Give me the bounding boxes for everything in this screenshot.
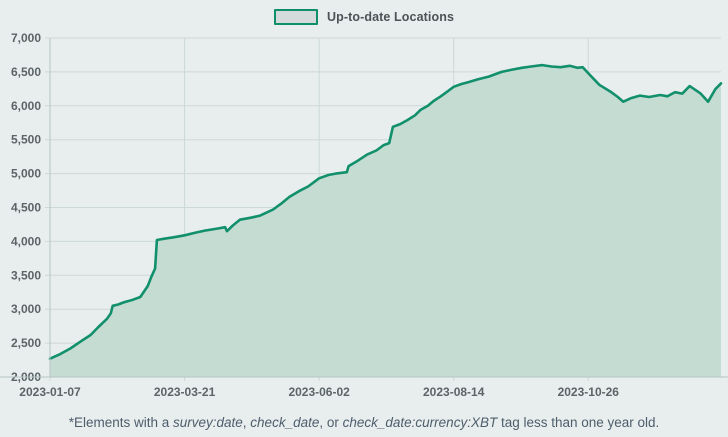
footnote-segment: , (242, 415, 251, 430)
area-chart: 2,0002,5003,0003,5004,0004,5005,0005,500… (0, 31, 728, 399)
chart-legend[interactable]: Up-to-date Locations (0, 9, 728, 25)
chart-footnote: *Elements with a survey:date, check_date… (0, 415, 728, 430)
x-tick-label: 2023-03-21 (154, 385, 216, 399)
y-tick-label: 7,000 (11, 31, 41, 45)
footnote-segment: *Elements with a (68, 415, 173, 430)
y-tick-label: 4,000 (11, 234, 41, 248)
y-tick-label: 6,500 (11, 65, 41, 79)
footnote-segment: check_date (250, 415, 320, 430)
y-tick-label: 6,000 (11, 99, 41, 113)
legend-label: Up-to-date Locations (327, 10, 454, 24)
chart-canvas: 2,000 2,500 3,000 3,500 4,000 4,500 5,000 5,500… (0, 31, 728, 399)
series-area (50, 65, 721, 377)
footnote-segment: tag less than one year old. (497, 415, 660, 430)
footnote-segment: , or (319, 415, 343, 430)
y-tick-label: 3,500 (11, 268, 41, 282)
x-tick-label: 2023-08-14 (423, 385, 485, 399)
y-tick-label: 5,500 (11, 133, 41, 147)
y-tick-label: 3,000 (11, 302, 41, 316)
series-line (48, 63, 723, 360)
footnote-segment: survey:date (172, 415, 243, 430)
x-tick-label: 2023-01-07 (19, 385, 81, 399)
footnote-segment: check_date:currency:XBT (342, 415, 498, 430)
x-tick-label: 2023-10-26 (558, 385, 620, 399)
y-tick-label: 2,500 (11, 336, 41, 350)
x-tick-label: 2023-06-02 (288, 385, 350, 399)
y-tick-label: 5,000 (11, 167, 41, 181)
y-tick-label: 4,500 (11, 201, 41, 215)
legend-swatch-icon (274, 9, 318, 25)
